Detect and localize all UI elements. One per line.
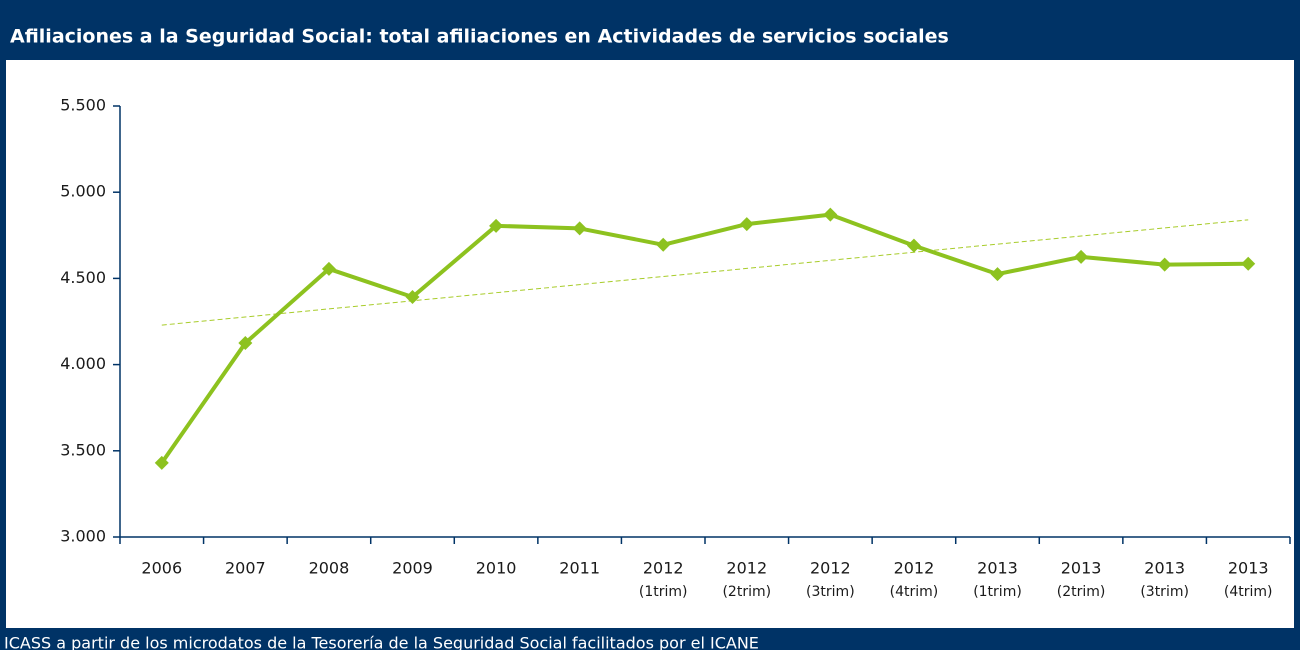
x-tick-label: 2008 — [309, 559, 350, 578]
x-tick-label: (3trim) — [806, 584, 855, 600]
x-tick-label: 2012 — [894, 559, 935, 578]
x-tick-label: 2006 — [141, 559, 182, 578]
x-tick-label: 2013 — [1228, 559, 1269, 578]
x-tick-label: 2013 — [1061, 559, 1102, 578]
marker — [1157, 257, 1172, 272]
marker — [1074, 249, 1089, 264]
x-tick-label: 2011 — [559, 559, 600, 578]
title-bar — [0, 0, 1300, 60]
y-tick-label: 4.500 — [60, 268, 106, 287]
x-tick-label: (4trim) — [1224, 584, 1273, 600]
marker — [572, 221, 587, 236]
marker — [1241, 256, 1256, 271]
x-tick-label: 2009 — [392, 559, 433, 578]
marker — [656, 237, 671, 252]
line — [160, 212, 1249, 465]
source: ICASS a partir de los microdatos de la T… — [4, 634, 759, 650]
x-tick-label: 2013 — [977, 559, 1018, 578]
marker — [823, 207, 838, 222]
x-tick-label: (1trim) — [973, 584, 1022, 600]
y-tick-label: 5.500 — [60, 96, 106, 115]
x-tick-label: (3trim) — [1140, 584, 1189, 600]
y-tick-label: 4.000 — [60, 354, 106, 373]
y-tick-label: 3.000 — [60, 527, 106, 546]
marker — [489, 218, 504, 233]
frame — [1294, 60, 1300, 630]
x-tick-label: (2trim) — [722, 584, 771, 600]
marker — [405, 290, 420, 305]
x-tick-label: (1trim) — [639, 584, 688, 600]
marker — [238, 336, 253, 351]
marker — [739, 217, 754, 232]
marker — [906, 238, 921, 253]
marker — [321, 261, 336, 276]
y-tick-label: 3.500 — [60, 440, 106, 459]
y-tick-label: 5.000 — [60, 182, 106, 201]
x-tick-label: 2013 — [1144, 559, 1185, 578]
x-tick-label: 2010 — [476, 559, 517, 578]
trend-line — [161, 219, 1249, 326]
x-tick-label: 2007 — [225, 559, 266, 578]
x-tick-label: 2012 — [643, 559, 684, 578]
x-tick-label: (2trim) — [1057, 584, 1106, 600]
frame — [0, 60, 6, 630]
x-tick-label: 2012 — [726, 559, 767, 578]
marker — [154, 455, 169, 470]
x-tick-label: 2012 — [810, 559, 851, 578]
x-tick-label: (4trim) — [890, 584, 939, 600]
chart-title: Afiliaciones a la Seguridad Social: tota… — [10, 26, 949, 48]
source-bar — [0, 628, 1300, 650]
marker — [990, 267, 1005, 282]
